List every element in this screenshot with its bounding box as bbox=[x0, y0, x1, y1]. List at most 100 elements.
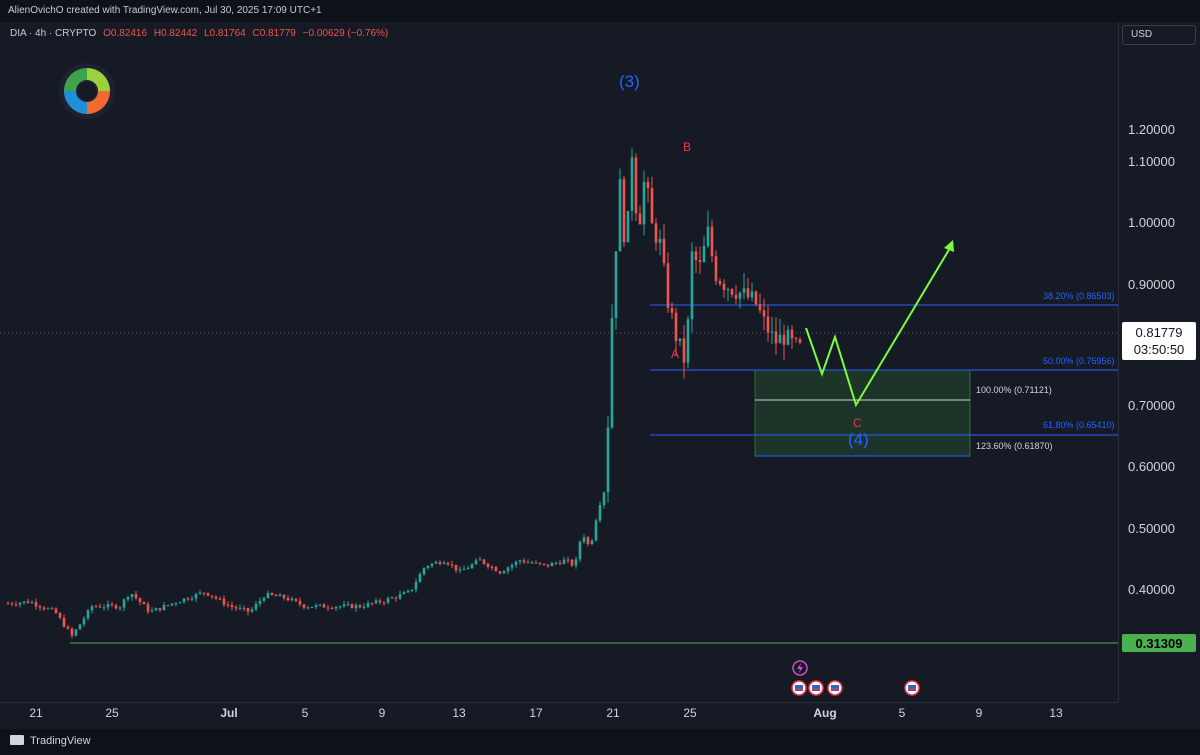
candle-body bbox=[746, 288, 750, 298]
candle-body bbox=[782, 334, 786, 345]
wave-projection-path[interactable] bbox=[805, 242, 954, 408]
us-flag-event-icon[interactable] bbox=[808, 680, 824, 696]
candle-body bbox=[562, 559, 566, 564]
candle-body bbox=[186, 598, 190, 600]
tradingview-brand[interactable]: TradingView bbox=[10, 735, 91, 747]
candle-body bbox=[766, 316, 770, 333]
tradingview-logo-icon bbox=[10, 735, 24, 745]
candle-body bbox=[654, 223, 658, 243]
candle-body bbox=[758, 304, 762, 311]
candle-body bbox=[506, 567, 510, 572]
candle-body bbox=[650, 188, 654, 224]
wave-4-label[interactable]: (4) bbox=[848, 430, 869, 449]
wave-c-label[interactable]: C bbox=[853, 416, 862, 430]
candle-body bbox=[74, 629, 78, 636]
candle-body bbox=[682, 338, 686, 363]
candle-body bbox=[486, 563, 490, 567]
flash-event-icon[interactable] bbox=[792, 660, 808, 676]
time-tick: 9 bbox=[378, 706, 386, 720]
candle-body bbox=[194, 593, 198, 599]
chart-plot-area[interactable] bbox=[0, 22, 1118, 702]
candle-body bbox=[498, 571, 502, 574]
candle-body bbox=[154, 608, 158, 611]
candle-body bbox=[722, 283, 726, 290]
candle-body bbox=[378, 600, 382, 603]
candle-body bbox=[554, 562, 558, 564]
fib-label-123-6: 123.60% (0.61870) bbox=[976, 441, 1053, 451]
us-flag-event-icon[interactable] bbox=[827, 680, 843, 696]
candle-body bbox=[390, 597, 394, 599]
candle-body bbox=[238, 607, 242, 609]
candle-body bbox=[294, 598, 298, 601]
candle-body bbox=[98, 606, 102, 608]
candle-body bbox=[530, 562, 534, 564]
candle-body bbox=[102, 607, 106, 609]
candle-body bbox=[58, 613, 62, 618]
fib-label-100: 100.00% (0.71121) bbox=[976, 385, 1052, 395]
candle-body bbox=[282, 594, 286, 598]
price-tick: 1.00000 bbox=[1128, 215, 1175, 230]
time-axis[interactable] bbox=[0, 702, 1118, 729]
projection-arrowhead bbox=[944, 240, 954, 252]
candle-body bbox=[234, 607, 238, 609]
candle-body bbox=[438, 562, 442, 564]
wave-a-label[interactable]: A bbox=[671, 347, 680, 361]
candle-body bbox=[166, 605, 170, 607]
price-tick: 1.10000 bbox=[1128, 154, 1175, 169]
legend-close: C0.81779 bbox=[252, 28, 296, 39]
candle-body bbox=[510, 565, 514, 568]
price-axis[interactable] bbox=[1118, 22, 1200, 702]
candle-body bbox=[558, 562, 562, 564]
candle-body bbox=[750, 291, 754, 298]
candle-body bbox=[666, 263, 670, 309]
wave-3-label[interactable]: (3) bbox=[619, 72, 640, 91]
time-tick: Jul bbox=[220, 706, 238, 720]
price-tick: 0.60000 bbox=[1128, 459, 1175, 474]
candle-body bbox=[146, 604, 150, 612]
candle-body bbox=[218, 598, 222, 600]
candle-body bbox=[14, 604, 18, 606]
candle-body bbox=[418, 574, 422, 583]
wave-b-label[interactable]: B bbox=[683, 140, 692, 154]
price-tick: 0.50000 bbox=[1128, 521, 1175, 536]
fib-label-38-2: 38.20% (0.86503) bbox=[1043, 291, 1115, 301]
candle-body bbox=[362, 606, 366, 608]
us-flag-event-icon[interactable] bbox=[904, 680, 920, 696]
currency-label: USD bbox=[1131, 29, 1153, 40]
candle-body bbox=[570, 559, 574, 566]
candle-body bbox=[66, 626, 70, 629]
candle-body bbox=[698, 260, 702, 262]
candle-body bbox=[30, 602, 34, 604]
candle-body bbox=[130, 594, 134, 598]
candle-body bbox=[62, 617, 66, 627]
candle-body bbox=[662, 238, 666, 264]
candle-body bbox=[446, 562, 450, 565]
candle-body bbox=[86, 610, 90, 619]
candle-body bbox=[366, 603, 370, 607]
candle-body bbox=[350, 604, 354, 609]
candle-body bbox=[794, 338, 798, 340]
candle-body bbox=[514, 561, 518, 566]
candle-body bbox=[118, 607, 122, 609]
currency-selector[interactable]: USD bbox=[1122, 25, 1196, 45]
us-flag-event-icon[interactable] bbox=[791, 680, 807, 696]
candle-body bbox=[298, 600, 302, 605]
time-tick: 25 bbox=[683, 706, 697, 720]
candle-body bbox=[678, 338, 682, 342]
candle-body bbox=[534, 562, 538, 564]
candle-body bbox=[742, 288, 746, 293]
last-price-value: 0.81779 bbox=[1135, 325, 1183, 340]
symbol-name[interactable]: DIA · 4h · CRYPTO bbox=[10, 28, 97, 39]
candle-body bbox=[306, 607, 310, 609]
candle-body bbox=[182, 598, 186, 603]
candle-body bbox=[610, 317, 614, 428]
candle-body bbox=[242, 607, 246, 609]
candle-body bbox=[342, 604, 346, 607]
candle-body bbox=[158, 608, 162, 611]
candle-body bbox=[598, 505, 602, 521]
candle-body bbox=[798, 339, 802, 343]
candle-body bbox=[398, 594, 402, 599]
candle-body bbox=[270, 592, 274, 595]
candle-body bbox=[450, 564, 454, 566]
